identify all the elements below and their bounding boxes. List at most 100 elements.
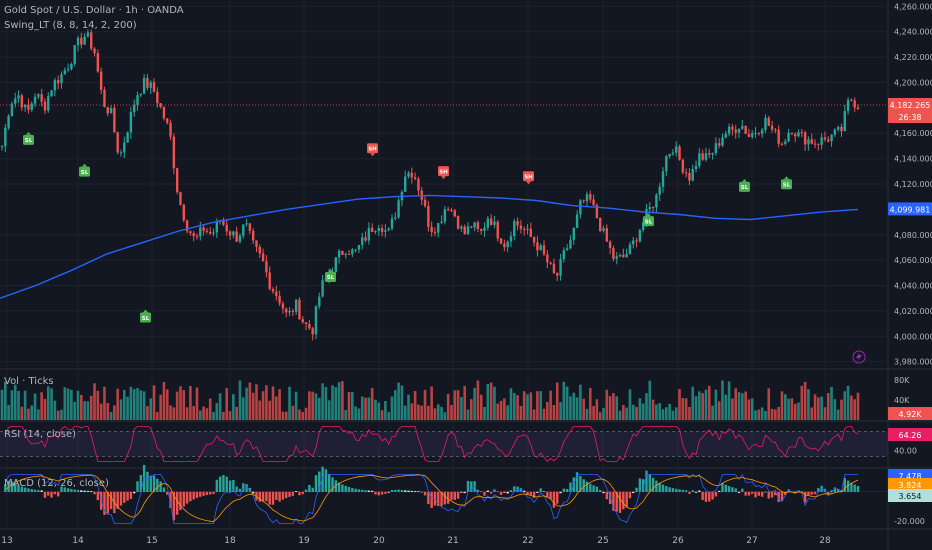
volume-bar xyxy=(737,392,741,420)
candle-body xyxy=(747,133,751,137)
volume-bar xyxy=(750,398,754,420)
volume-bar xyxy=(20,406,24,420)
volume-bar xyxy=(364,397,367,420)
volume-bar xyxy=(774,409,777,420)
candle-body xyxy=(615,256,618,259)
macd-histogram-bar xyxy=(529,491,533,495)
candle xyxy=(0,145,4,151)
candle xyxy=(522,226,526,236)
candle-body xyxy=(99,71,103,90)
volume-bar xyxy=(60,409,63,420)
candle xyxy=(790,132,794,136)
marker-box xyxy=(438,166,449,177)
marker-pointer xyxy=(526,181,531,185)
candle-body xyxy=(608,241,612,248)
candle-body xyxy=(374,231,377,233)
candle-body xyxy=(691,168,694,181)
macd-histogram-bar xyxy=(506,491,509,494)
candle xyxy=(466,221,470,236)
macd-histogram-bar xyxy=(638,478,642,493)
candle-body xyxy=(701,153,704,160)
candle-body xyxy=(486,218,490,228)
candle xyxy=(694,160,698,173)
volume-bar xyxy=(436,404,440,420)
candle xyxy=(199,221,202,241)
macd-histogram-bar xyxy=(417,491,420,493)
candle-body xyxy=(708,153,711,155)
candle-body xyxy=(404,176,407,192)
histogram-value-label-text: 3.654 xyxy=(899,492,922,501)
volume-bar xyxy=(807,389,810,420)
candle-body xyxy=(655,194,658,208)
volume-bar xyxy=(433,408,437,420)
marker-box xyxy=(643,216,654,227)
macd-histogram-bar xyxy=(665,486,668,493)
macd-histogram-bar xyxy=(30,489,33,493)
rsi-pane-label[interactable]: RSI (14, close) xyxy=(4,429,77,440)
macd-histogram-bar xyxy=(400,490,404,493)
time-tick-label: 15 xyxy=(146,536,157,546)
candle-body xyxy=(189,231,192,234)
swing-low-marker: SL xyxy=(79,163,90,177)
volume-bar xyxy=(618,410,622,420)
rsi-value-label-bg xyxy=(888,428,932,442)
candle xyxy=(423,196,427,208)
macd-histogram-bar xyxy=(387,491,390,493)
candle-body xyxy=(648,207,651,210)
indicator-label[interactable]: Swing_LT (8, 8, 14, 2, 200) xyxy=(4,20,137,31)
volume-bar xyxy=(493,386,496,420)
price-tick-label: 4,080.000 xyxy=(894,231,932,240)
candle-body xyxy=(291,310,295,312)
volume-bar xyxy=(506,405,509,420)
ma-value-label-text: 4,099.981 xyxy=(890,205,931,214)
macd-histogram-bar xyxy=(324,469,328,493)
candle xyxy=(268,266,271,291)
candle-body xyxy=(529,228,533,238)
macd-histogram-bar xyxy=(123,491,126,503)
candle-body xyxy=(119,152,123,154)
volume-bar xyxy=(800,385,804,420)
candle xyxy=(823,131,827,142)
macd-pane-label[interactable]: MACD (12, 26, close) xyxy=(4,478,109,489)
macd-histogram-bar xyxy=(195,491,199,498)
candle xyxy=(430,221,433,237)
candle xyxy=(651,206,655,213)
volume-pane-label[interactable]: Vol · Ticks xyxy=(4,376,54,387)
volume-bar xyxy=(470,399,473,420)
candle-body xyxy=(433,231,437,233)
macd-histogram-bar xyxy=(212,491,215,494)
macd-histogram-bar xyxy=(830,490,833,493)
candle xyxy=(632,236,635,249)
candle-body xyxy=(628,244,632,254)
macd-histogram-bar xyxy=(721,482,724,493)
candle xyxy=(754,126,757,138)
macd-histogram-bar xyxy=(744,491,747,496)
volume-bar xyxy=(258,400,262,420)
candle-body xyxy=(321,280,324,297)
candle-body xyxy=(625,253,628,258)
price-tick-label: 4,240.000 xyxy=(894,28,932,37)
candle-body xyxy=(661,171,665,187)
candle-body xyxy=(813,143,817,145)
time-tick-label: 26 xyxy=(672,536,684,546)
candle xyxy=(774,127,777,134)
candle-body xyxy=(489,218,493,225)
macd-histogram-bar xyxy=(83,490,86,493)
candle-body xyxy=(410,172,414,178)
macd-histogram-bar xyxy=(218,476,222,493)
volume-bar xyxy=(489,382,493,420)
candle-body xyxy=(86,32,90,37)
macd-histogram-bar xyxy=(602,491,605,494)
marker-box xyxy=(325,271,336,282)
candle-body xyxy=(569,239,572,249)
macd-histogram-bar xyxy=(764,491,767,493)
candle xyxy=(678,144,681,161)
candle xyxy=(539,243,542,251)
volume-bar xyxy=(456,390,460,420)
candle-body xyxy=(387,228,390,231)
candle-body xyxy=(585,194,589,202)
candle xyxy=(50,89,53,98)
marker-label: SL xyxy=(327,275,335,281)
macd-histogram-bar xyxy=(354,488,357,493)
